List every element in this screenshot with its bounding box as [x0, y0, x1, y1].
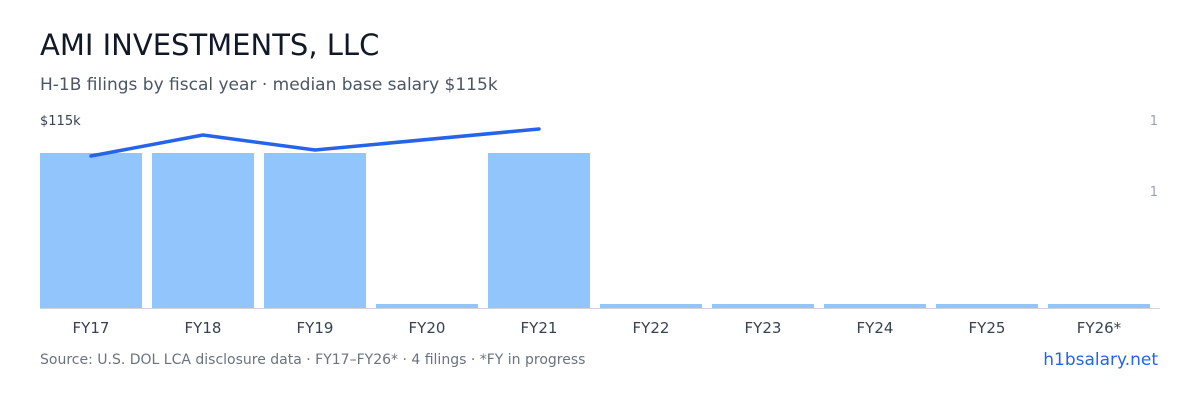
x-tick-label: FY23: [745, 319, 782, 337]
bar-fy17: [40, 153, 142, 308]
bar-fy18: [152, 153, 254, 308]
left-axis-tick-label: $115k: [40, 114, 81, 129]
brand-link[interactable]: h1bsalary.net: [1043, 350, 1158, 370]
chart-title: AMI INVESTMENTS, LLC: [40, 28, 380, 62]
x-tick-labels: FY17 FY18 FY19 FY20 FY21 FY22 FY23 FY24 FY25 FY26…: [73, 319, 1122, 337]
x-tick-label: FY22: [633, 319, 670, 337]
chart-subtitle: H-1B filings by fiscal year · median bas…: [40, 75, 498, 95]
bar-fy20: [376, 304, 478, 308]
bar-fy26-partial: [1048, 304, 1150, 308]
x-tick-label: FY18: [185, 319, 222, 337]
x-tick-label: FY24: [857, 319, 894, 337]
x-tick-label: FY21: [521, 319, 558, 337]
bar-fy21: [488, 153, 590, 308]
bar-fy23: [712, 304, 814, 308]
x-tick-label: FY20: [409, 319, 446, 337]
right-axis-tick: 1: [1150, 185, 1158, 200]
right-axis-tick: 1: [1150, 114, 1158, 129]
bar-fy22: [600, 304, 702, 308]
salary-line: [89, 127, 541, 158]
x-tick-label: FY17: [73, 319, 110, 337]
x-tick-label: FY25: [969, 319, 1006, 337]
bar-group: [40, 153, 1150, 308]
x-tick-label: FY19: [297, 319, 334, 337]
bar-fy24: [824, 304, 926, 308]
bar-fy19: [264, 153, 366, 308]
x-tick-label: FY26*: [1077, 319, 1122, 337]
right-axis-tick-labels: 11: [1150, 114, 1158, 200]
bar-fy25: [936, 304, 1038, 308]
source-note: Source: U.S. DOL LCA disclosure data · F…: [40, 352, 586, 368]
